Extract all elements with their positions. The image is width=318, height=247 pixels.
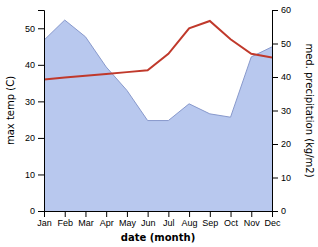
tick: 50 <box>272 39 291 49</box>
tick-mark <box>38 138 44 139</box>
tick-label: 40 <box>25 60 35 70</box>
tick-label: Jul <box>163 218 175 228</box>
y2-axis-title: med. precipitation (kg/m2) <box>304 43 315 177</box>
tick: Oct <box>224 211 239 228</box>
axis-line <box>38 11 45 212</box>
tick: 50 <box>25 24 44 34</box>
tick: Nov <box>244 211 261 228</box>
tick: 30 <box>272 106 291 116</box>
tick-mark <box>127 211 128 217</box>
tick: 30 <box>25 97 44 107</box>
tick-label: Dec <box>264 218 281 228</box>
tick-label: Mar <box>78 218 94 228</box>
tick: Aug <box>182 211 198 228</box>
tick-mark <box>272 211 278 212</box>
tick: Sep <box>202 211 218 228</box>
tick-mark <box>38 65 44 66</box>
tick-label: May <box>119 218 137 228</box>
tick-mark <box>210 211 211 217</box>
tick-label: Nov <box>244 218 261 228</box>
tick-mark <box>272 44 278 45</box>
y-axis-title: max temp (C) <box>5 76 16 145</box>
tick-mark <box>38 174 44 175</box>
tick-mark <box>38 28 44 29</box>
axis-line <box>45 212 273 218</box>
tick-label: 30 <box>281 106 291 116</box>
tick: Mar <box>78 211 94 228</box>
tick: Dec <box>264 211 281 228</box>
tick-label: 10 <box>25 170 35 180</box>
tick: Jun <box>141 211 156 228</box>
tick-label: 30 <box>25 97 35 107</box>
marks <box>44 20 272 211</box>
tick-label: Jan <box>37 218 52 228</box>
tick-label: Aug <box>182 218 198 228</box>
y2-axis: 0 10 20 30 40 50 60 <box>272 5 291 216</box>
tick-label: Feb <box>57 218 73 228</box>
tick-label: 20 <box>25 133 35 143</box>
tick: 0 <box>272 206 286 216</box>
tick: 60 <box>272 5 291 15</box>
tick-mark <box>272 10 278 11</box>
tick-mark <box>272 178 278 179</box>
tick-label: Oct <box>224 218 239 228</box>
tick-label: Jun <box>141 218 156 228</box>
line <box>44 21 272 79</box>
tick: Jul <box>163 211 175 228</box>
tick-label: 50 <box>281 39 291 49</box>
tick: 20 <box>272 139 291 149</box>
tick: 40 <box>272 72 291 82</box>
tick-mark <box>65 211 66 217</box>
tick-label: 10 <box>281 173 291 183</box>
tick: 20 <box>25 133 44 143</box>
tick-mark <box>231 211 232 217</box>
tick-mark <box>148 211 149 217</box>
y-axis: 0 10 20 30 40 50 <box>25 11 45 217</box>
tick: 40 <box>25 60 44 70</box>
tick: 0 <box>30 206 44 216</box>
tick-label: Apr <box>100 218 114 228</box>
tick: 10 <box>272 173 291 183</box>
line <box>44 20 272 121</box>
tick-mark <box>272 144 278 145</box>
x-axis: Jan Feb Mar Apr May Jun Jul Aug Sep Oct NovDec <box>37 211 281 228</box>
tick-label: 40 <box>281 72 291 82</box>
tick-mark <box>38 211 44 212</box>
axis-line <box>273 11 279 212</box>
tick: Apr <box>100 211 114 228</box>
tick-mark <box>251 211 252 217</box>
tick-mark <box>189 211 190 217</box>
x-axis-title: date (month) <box>121 232 195 243</box>
tick-mark <box>38 101 44 102</box>
tick-mark <box>85 211 86 217</box>
tick-label: 20 <box>281 139 291 149</box>
area <box>44 20 272 211</box>
tick-label: 60 <box>281 5 291 15</box>
tick-label: Sep <box>202 218 218 228</box>
chart: JanFebMarAprMayJunJulAugSepOctNovDec0102… <box>0 0 318 247</box>
tick-label: 0 <box>281 206 286 216</box>
tick: Jan <box>37 211 52 228</box>
tick: May <box>119 211 137 228</box>
tick-mark <box>168 211 169 217</box>
tick-mark <box>272 111 278 112</box>
plot-area: JanFebMarAprMayJunJulAugSepOctNovDec0102… <box>25 5 291 228</box>
tick-mark <box>106 211 107 217</box>
tick-label: 50 <box>25 24 35 34</box>
tick: 10 <box>25 170 44 180</box>
tick-mark <box>272 77 278 78</box>
tick-label: 0 <box>30 206 35 216</box>
tick: Feb <box>57 211 73 228</box>
